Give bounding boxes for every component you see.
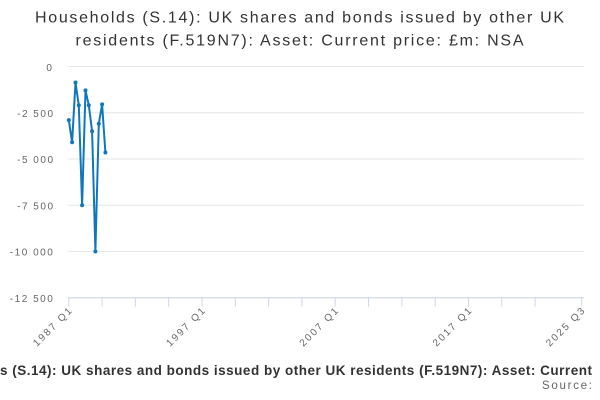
svg-text:-7 500: -7 500	[17, 201, 53, 212]
svg-text:-12 500: -12 500	[10, 294, 53, 305]
svg-text:-10 000: -10 000	[10, 248, 53, 259]
svg-text:2007 Q1: 2007 Q1	[298, 306, 341, 349]
svg-text:Households (S.14): UK shares a: Households (S.14): UK shares and bonds i…	[35, 9, 564, 26]
svg-text:2017 Q1: 2017 Q1	[431, 306, 474, 349]
svg-text:Source:: Source:	[542, 380, 592, 392]
svg-text:1987 Q1: 1987 Q1	[31, 306, 74, 349]
svg-text:-5 000: -5 000	[17, 155, 53, 166]
svg-text:2025 Q3: 2025 Q3	[544, 306, 587, 349]
svg-text:Households (S.14): UK shares a: Households (S.14): UK shares and bonds i…	[0, 363, 592, 378]
svg-text:-2 500: -2 500	[17, 109, 53, 120]
svg-text:0: 0	[46, 63, 52, 74]
svg-text:1997 Q1: 1997 Q1	[164, 306, 207, 349]
svg-text:residents (F.519N7): Asset: Cu: residents (F.519N7): Asset: Current pric…	[76, 33, 524, 50]
